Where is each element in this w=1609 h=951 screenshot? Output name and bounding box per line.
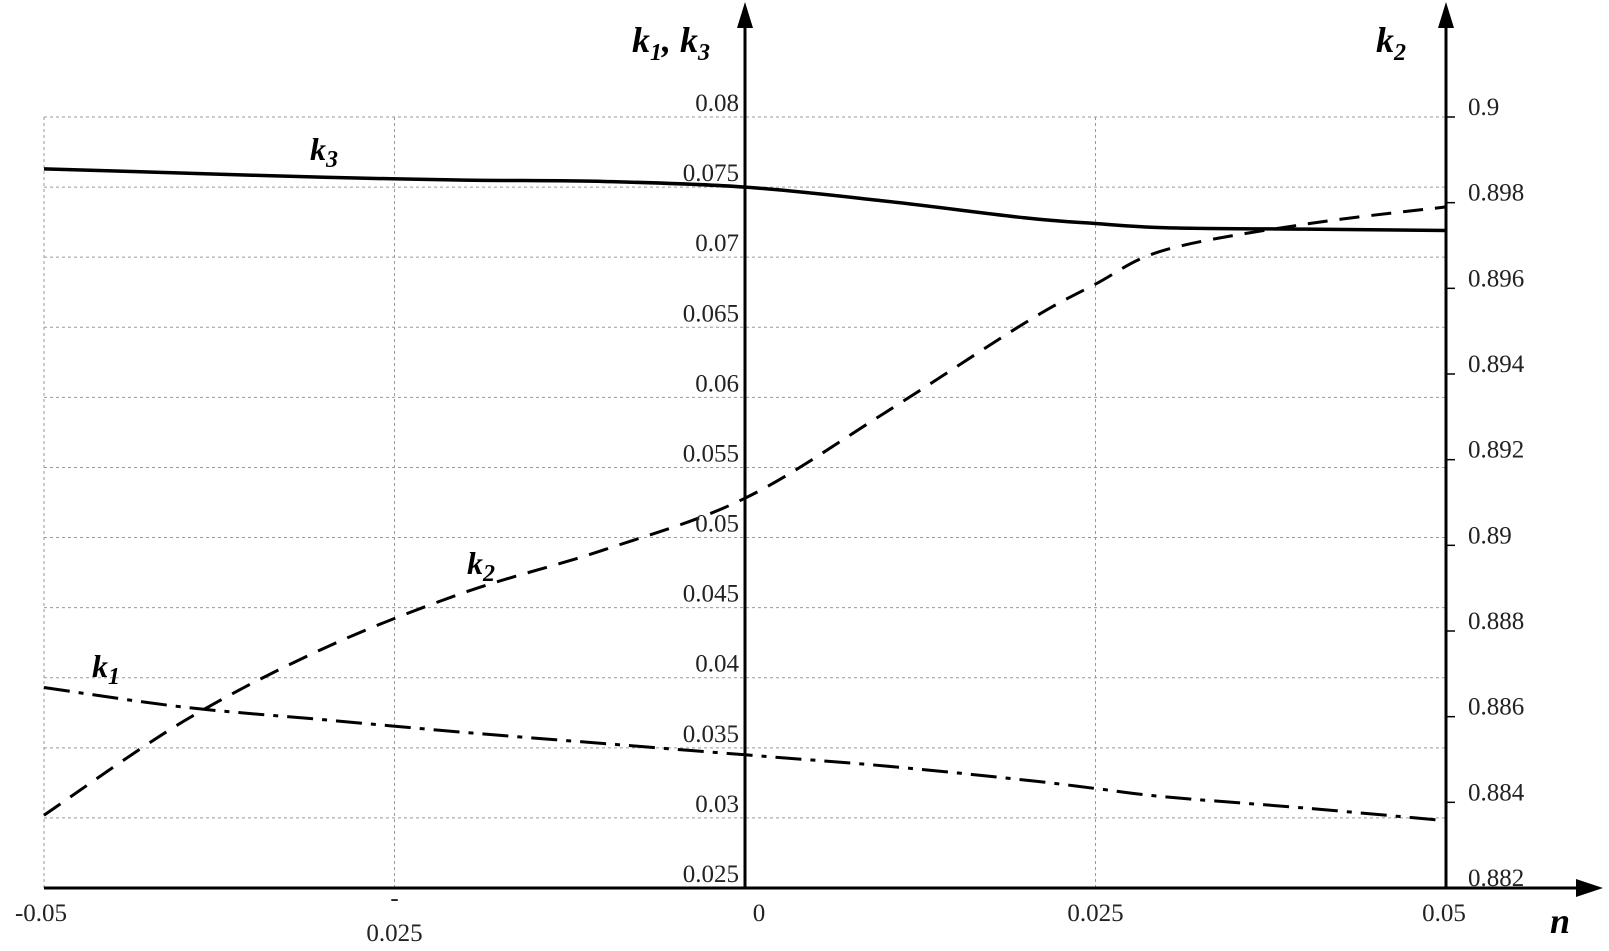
- series-line-k1: [43, 686, 1447, 823]
- right-tick-label: 0.882: [1468, 865, 1524, 892]
- left-tick-label: 0.035: [683, 721, 739, 748]
- left-tick-label: 0.045: [683, 581, 739, 608]
- x-tick-label: -: [390, 885, 398, 912]
- x-tick-label: 0.025: [1067, 900, 1123, 927]
- series-label-k1: k1: [92, 648, 120, 690]
- series-label-k3: k3: [310, 131, 338, 173]
- left-axis-title: k1, k3: [632, 20, 710, 66]
- left-tick-label: 0.05: [695, 511, 739, 538]
- left-tick-label: 0.06: [695, 370, 739, 397]
- grid-lines: [43, 116, 1446, 888]
- right-tick-label: 0.896: [1468, 265, 1524, 292]
- left-tick-label: 0.04: [695, 651, 739, 678]
- axes: [44, 2, 1603, 897]
- right-y-axis-arrow: [1438, 2, 1454, 28]
- left-tick-label: 0.07: [695, 230, 739, 257]
- right-tick-label: 0.892: [1468, 437, 1524, 464]
- left-tick-label: 0.075: [683, 160, 739, 187]
- x-tick-label: 0: [753, 900, 766, 927]
- left-tick-label: 0.08: [695, 90, 739, 117]
- series-label-k2: k2: [467, 545, 495, 587]
- right-tick-label: 0.888: [1468, 608, 1524, 635]
- x-axis-arrow: [1576, 879, 1603, 897]
- right-tick-label: 0.894: [1468, 351, 1525, 378]
- x-tick-label: -0.05: [15, 900, 67, 927]
- right-tick-label: 0.89: [1468, 522, 1512, 549]
- left-tick-label: 0.03: [695, 791, 739, 818]
- left-tick-label: 0.055: [683, 440, 739, 467]
- right-axis-title: k2: [1376, 20, 1406, 66]
- right-tick-label: 0.898: [1468, 180, 1524, 207]
- x-tick-label: 0.05: [1422, 900, 1466, 927]
- right-tick-label: 0.884: [1468, 779, 1525, 806]
- right-tick-label: 0.9: [1468, 94, 1499, 121]
- x-axis-title: n: [1550, 901, 1570, 941]
- series-line-k2: [43, 205, 1447, 817]
- left-tick-label: 0.065: [683, 300, 739, 327]
- series-line-k3: [43, 167, 1447, 233]
- series-lines: [43, 167, 1447, 823]
- left-tick-label: 0.025: [683, 861, 739, 888]
- x-tick-label: 0.025: [366, 920, 422, 947]
- left-y-axis-arrow: [737, 2, 753, 28]
- tick-labels: 0.08 0.075 0.07 0.065 0.06 0.055 0.05 0.045 0.04…: [15, 90, 1525, 947]
- right-tick-label: 0.886: [1468, 694, 1524, 721]
